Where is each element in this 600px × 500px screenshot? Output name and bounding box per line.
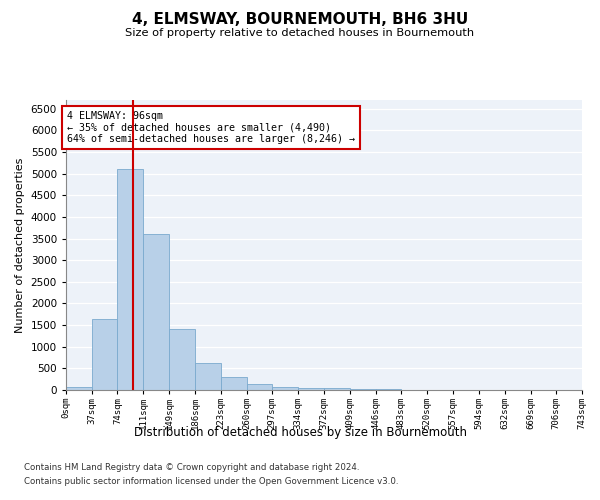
Bar bbox=[376, 388, 401, 390]
Text: Distribution of detached houses by size in Bournemouth: Distribution of detached houses by size … bbox=[133, 426, 467, 439]
Text: Contains HM Land Registry data © Crown copyright and database right 2024.: Contains HM Land Registry data © Crown c… bbox=[24, 464, 359, 472]
Text: 4 ELMSWAY: 96sqm
← 35% of detached houses are smaller (4,490)
64% of semi-detach: 4 ELMSWAY: 96sqm ← 35% of detached house… bbox=[67, 111, 355, 144]
Text: Size of property relative to detached houses in Bournemouth: Size of property relative to detached ho… bbox=[125, 28, 475, 38]
Bar bbox=[143, 234, 169, 390]
Bar bbox=[221, 377, 247, 390]
Bar bbox=[247, 384, 272, 390]
Bar bbox=[272, 386, 298, 390]
Text: 4, ELMSWAY, BOURNEMOUTH, BH6 3HU: 4, ELMSWAY, BOURNEMOUTH, BH6 3HU bbox=[132, 12, 468, 28]
Bar bbox=[298, 388, 325, 390]
Bar bbox=[92, 318, 118, 390]
Bar bbox=[169, 330, 195, 390]
Bar bbox=[66, 387, 92, 390]
Bar bbox=[325, 388, 350, 390]
Bar bbox=[195, 363, 221, 390]
Text: Contains public sector information licensed under the Open Government Licence v3: Contains public sector information licen… bbox=[24, 477, 398, 486]
Y-axis label: Number of detached properties: Number of detached properties bbox=[15, 158, 25, 332]
Bar bbox=[118, 170, 143, 390]
Bar bbox=[350, 388, 376, 390]
